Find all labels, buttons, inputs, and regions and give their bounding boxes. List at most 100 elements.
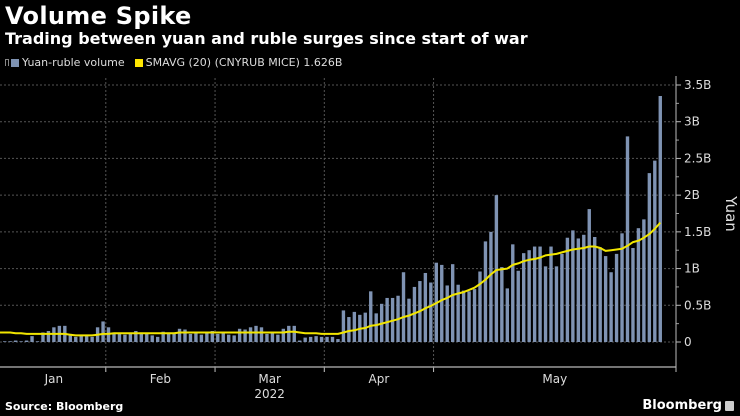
volume-bar bbox=[237, 328, 242, 342]
volume-bar bbox=[281, 328, 286, 342]
volume-bar bbox=[35, 341, 40, 342]
volume-bar bbox=[532, 246, 537, 342]
legend: Yuan-ruble volume SMAVG (20) (CNYRUB MIC… bbox=[5, 56, 352, 69]
volume-bar bbox=[614, 253, 619, 342]
volume-bar bbox=[647, 173, 652, 342]
volume-bar bbox=[330, 336, 335, 342]
volume-bar bbox=[538, 246, 542, 342]
x-month-label: Apr bbox=[369, 372, 390, 386]
y-tick-label: 1B bbox=[684, 262, 700, 276]
volume-bar bbox=[478, 271, 482, 342]
volume-bar bbox=[188, 333, 193, 342]
y-tick-label: 0.5B bbox=[684, 298, 711, 312]
x-month-label: Mar bbox=[258, 372, 281, 386]
volume-bar bbox=[270, 332, 275, 342]
volume-bar bbox=[150, 335, 154, 342]
volume-bar bbox=[571, 230, 575, 342]
volume-bar bbox=[265, 333, 269, 342]
volume-bar bbox=[74, 336, 78, 342]
volume-bar bbox=[145, 333, 149, 342]
volume-bar bbox=[161, 331, 165, 342]
volume-bar bbox=[155, 336, 160, 342]
volume-bar bbox=[522, 253, 526, 342]
volume-bar bbox=[412, 286, 417, 342]
volume-bar bbox=[243, 329, 247, 342]
chart-subtitle: Trading between yuan and ruble surges si… bbox=[5, 29, 528, 48]
volume-bar bbox=[314, 336, 318, 342]
volume-bar bbox=[303, 337, 307, 342]
volume-bar bbox=[248, 327, 253, 342]
volume-bar bbox=[24, 340, 29, 342]
chart-title: Volume Spike bbox=[5, 2, 192, 30]
volume-bar bbox=[68, 333, 72, 342]
volume-bar bbox=[276, 334, 280, 342]
volume-bar bbox=[456, 284, 460, 342]
volume-bar bbox=[232, 335, 236, 342]
volume-bar bbox=[587, 209, 591, 342]
volume-bar bbox=[205, 332, 209, 342]
volume-bar bbox=[341, 310, 346, 342]
volume-bar bbox=[511, 244, 515, 342]
volume-bar bbox=[347, 317, 351, 342]
x-month-label: May bbox=[542, 372, 567, 386]
volume-bar bbox=[554, 266, 559, 342]
volume-bar bbox=[385, 297, 389, 342]
volume-bar bbox=[177, 328, 182, 342]
volume-bar bbox=[642, 219, 646, 342]
smavg-line-group bbox=[0, 221, 662, 337]
volume-bar bbox=[407, 298, 411, 342]
volume-bar bbox=[494, 195, 499, 342]
volume-bar bbox=[325, 336, 329, 342]
volume-bar bbox=[445, 285, 449, 342]
volume-bar bbox=[369, 291, 373, 342]
volume-bar bbox=[543, 266, 548, 342]
volume-bar bbox=[352, 311, 357, 342]
volume-bar bbox=[287, 325, 291, 342]
volume-bar bbox=[172, 332, 176, 342]
volume-bar bbox=[128, 333, 133, 342]
volume-bar bbox=[259, 327, 264, 342]
y-tick-label: 1.5B bbox=[684, 225, 711, 239]
volume-bar bbox=[631, 248, 635, 342]
chart-area: 0 0.5B 1B 1.5B 2B 2.5B 3B 3.5B Jan Feb Mar Apr May 20… bbox=[0, 76, 740, 400]
volume-bar bbox=[254, 325, 258, 342]
volume-bar bbox=[582, 234, 586, 342]
volume-bar bbox=[84, 336, 89, 342]
volume-bar bbox=[8, 341, 12, 342]
volume-bar bbox=[374, 313, 378, 342]
y-tick-label: 2.5B bbox=[684, 151, 711, 165]
volume-bar bbox=[450, 264, 455, 342]
bloomberg-logo: Bloomberg bbox=[642, 398, 722, 413]
volume-bar bbox=[527, 250, 531, 342]
volume-bar bbox=[565, 237, 570, 342]
volume-bar bbox=[101, 321, 105, 342]
volume-bar bbox=[166, 332, 171, 342]
volume-bar bbox=[603, 256, 608, 342]
x-year-label: 2022 bbox=[254, 387, 285, 400]
legend-swatch-smavg bbox=[134, 58, 143, 67]
volume-bar bbox=[19, 341, 23, 342]
volume-bar bbox=[227, 334, 231, 342]
y-tick-label: 0 bbox=[684, 335, 692, 349]
bloomberg-chart-icon bbox=[725, 401, 734, 411]
volume-bar bbox=[221, 333, 225, 342]
y-tick-label: 3.5B bbox=[684, 78, 711, 92]
volume-bar bbox=[298, 340, 302, 342]
volume-bar bbox=[505, 288, 510, 342]
volume-bar bbox=[440, 264, 444, 342]
volume-bar bbox=[134, 330, 138, 342]
volume-bar bbox=[216, 333, 220, 342]
x-month-label: Jan bbox=[44, 372, 64, 386]
volume-bar bbox=[123, 334, 127, 342]
volume-bar bbox=[199, 334, 204, 342]
volume-bar bbox=[560, 253, 564, 342]
volume-bar bbox=[598, 247, 602, 342]
legend-label-smavg: SMAVG (20) (CNYRUB MICE) 1.626B bbox=[145, 56, 343, 69]
volume-bar bbox=[549, 246, 553, 342]
legend-item-smavg: SMAVG (20) (CNYRUB MICE) 1.626B bbox=[134, 56, 343, 69]
volume-bar bbox=[292, 325, 296, 342]
volume-bar bbox=[117, 333, 122, 342]
volume-bar bbox=[210, 330, 215, 342]
volume-bar bbox=[467, 291, 471, 342]
volume-bar bbox=[46, 330, 51, 342]
